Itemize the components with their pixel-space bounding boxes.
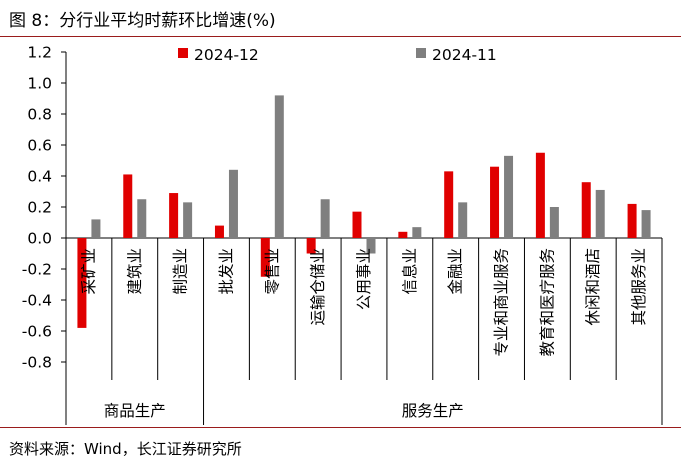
figure-title: 图 8：分行业平均时薪环比增速(%): [9, 11, 276, 31]
y-tick-label: 0.2: [27, 199, 52, 217]
bar-series-2: [641, 210, 651, 238]
category-label: 批发业: [217, 248, 235, 295]
y-tick-label: 0.4: [27, 168, 52, 186]
y-tick-label: -0.2: [22, 261, 52, 279]
category-label: 公用事业: [355, 248, 373, 310]
bar-series-1: [77, 238, 87, 328]
source-note: 资料来源：Wind，长江证券研究所: [9, 440, 242, 458]
y-tick-label: -0.6: [22, 323, 52, 341]
legend-swatch: [178, 48, 188, 58]
bar-series-2: [458, 202, 468, 238]
category-label: 休闲和酒店: [584, 248, 602, 326]
bar-series-2: [91, 219, 101, 238]
category-label: 教育和医疗服务: [538, 248, 556, 357]
bar-series-2: [549, 207, 559, 238]
bar-series-2: [595, 189, 605, 238]
category-label: 零售业: [263, 248, 281, 295]
category-label: 制造业: [172, 248, 190, 295]
bar-series-1: [535, 152, 545, 238]
y-tick-label: 0.8: [27, 106, 52, 124]
category-label: 其他服务业: [630, 248, 648, 326]
category-label: 运输仓储业: [309, 248, 327, 326]
bar-series-2: [320, 199, 330, 238]
bar-series-2: [137, 199, 147, 238]
y-tick-label: 1.2: [27, 44, 52, 62]
bar-series-1: [260, 238, 270, 277]
bar-series-2: [412, 227, 422, 238]
bar-series-1: [444, 171, 454, 238]
title-divider: [0, 36, 681, 37]
group-label: 商品生产: [104, 402, 166, 420]
source-divider: [0, 427, 681, 428]
bar-series-2: [366, 238, 376, 254]
y-tick-label: -0.8: [22, 354, 52, 372]
bar-series-1: [352, 211, 362, 238]
category-label: 采矿业: [80, 248, 98, 295]
category-label: 专业和商业服务: [493, 248, 511, 357]
y-tick-label: 0.6: [27, 137, 52, 155]
y-tick-label: 0.0: [27, 230, 52, 248]
legend-label: 2024-11: [432, 46, 497, 64]
group-label: 服务生产: [402, 402, 464, 420]
bar-series-1: [169, 193, 179, 238]
bar-chart: 1.2 1.0 0.8 0.6 0.4 0.2 0.0 -0.2 -0.4 -0.6 -0.8 采矿业…: [22, 44, 663, 425]
category-label: 金融业: [447, 248, 465, 295]
category-label: 建筑业: [126, 248, 144, 295]
y-tick-label: 1.0: [27, 75, 52, 93]
legend-swatch: [416, 48, 426, 58]
bar-series-2: [274, 95, 284, 239]
bar-series-1: [398, 231, 408, 238]
bar-series-1: [306, 238, 316, 254]
bar-series-1: [214, 225, 224, 238]
bar-series-1: [490, 166, 500, 238]
bar-series-2: [504, 155, 514, 238]
bar-series-1: [627, 203, 637, 238]
y-tick-label: -0.4: [22, 292, 52, 310]
bar-series-2: [228, 169, 238, 238]
bar-series-1: [123, 174, 133, 238]
category-label: 信息业: [401, 248, 419, 295]
legend-label: 2024-12: [194, 46, 259, 64]
bar-series-1: [581, 182, 591, 238]
bar-series-2: [183, 202, 193, 238]
